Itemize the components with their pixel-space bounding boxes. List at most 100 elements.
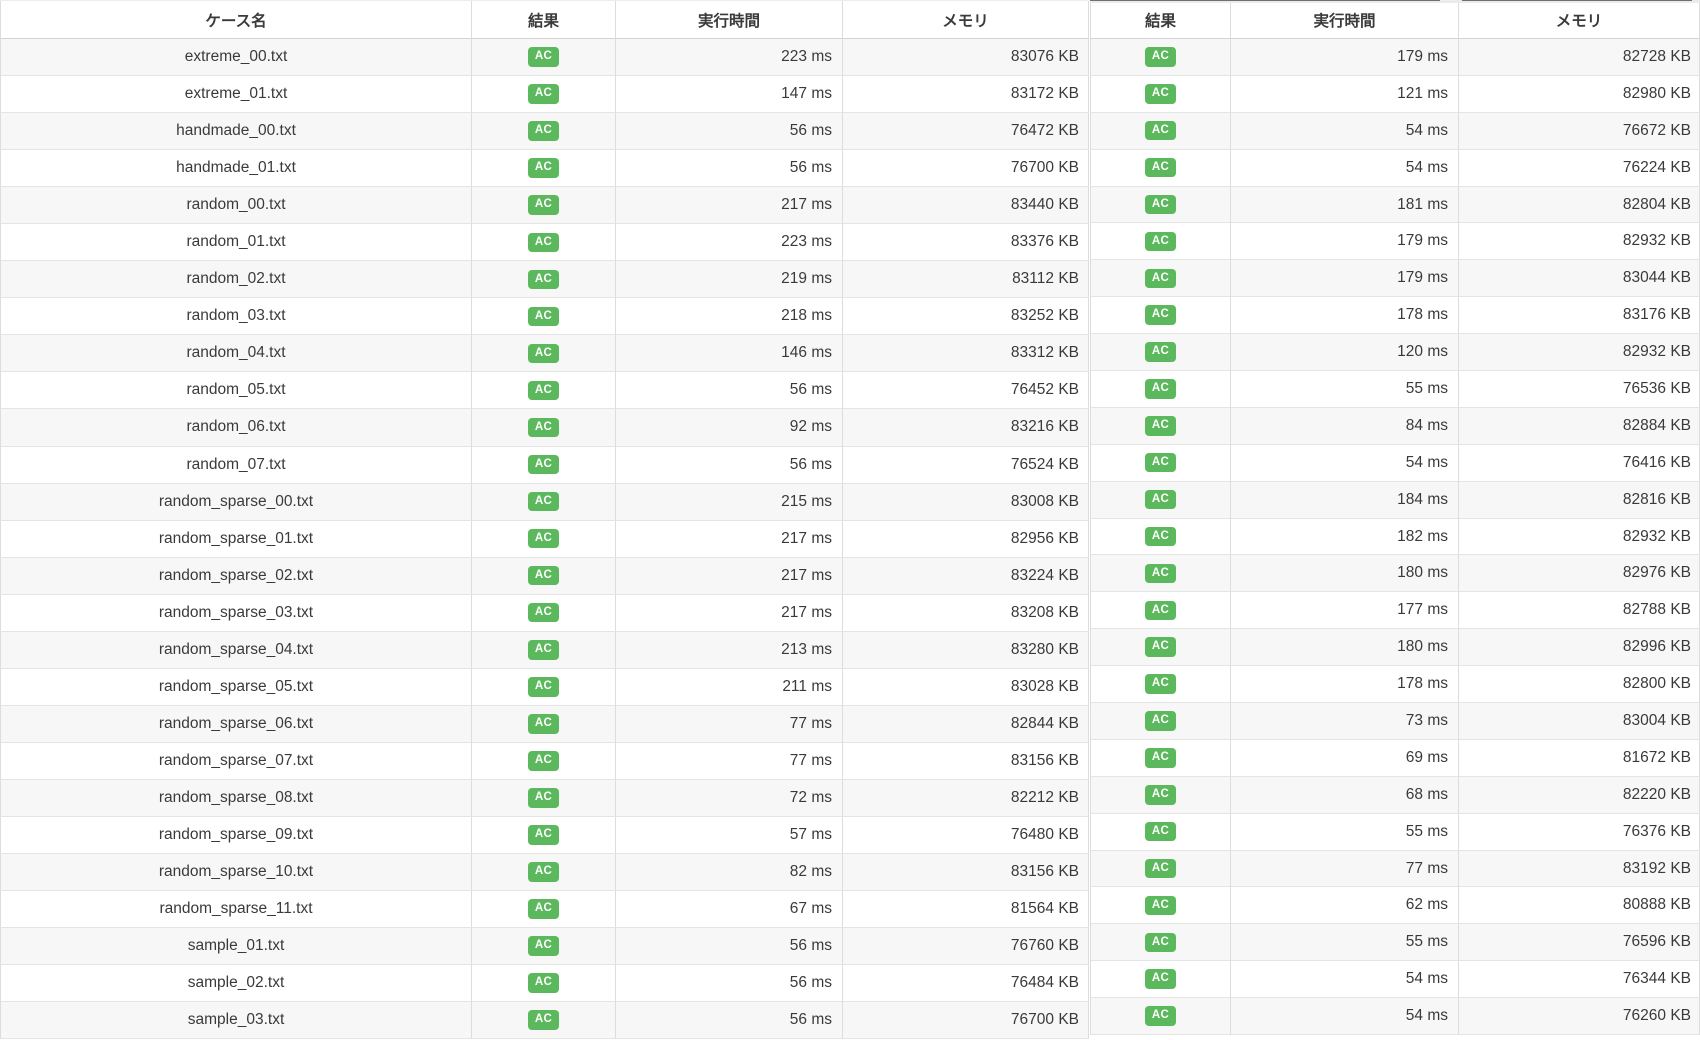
- result-cell: AC: [472, 76, 616, 114]
- status-badge-ac: AC: [527, 47, 560, 67]
- memory-cell: 82980 KB: [1459, 75, 1700, 113]
- left-table-body: extreme_00.txt AC 223 ms 83076 KB extreme_01…: [0, 39, 1089, 1040]
- status-badge-ac: AC: [1144, 821, 1177, 842]
- right-table-row: AC 54 ms 76224 KB: [1090, 149, 1700, 187]
- exec-time-cell: 215 ms: [616, 483, 843, 521]
- status-badge-ac: AC: [1144, 194, 1177, 215]
- right-table-row: AC 120 ms 82932 KB: [1090, 334, 1700, 372]
- right-table-row: AC 184 ms 82816 KB: [1090, 481, 1700, 519]
- case-name-cell: random_sparse_02.txt: [0, 557, 472, 595]
- memory-cell: 83156 KB: [843, 742, 1089, 780]
- memory-cell: 76760 KB: [843, 928, 1089, 966]
- memory-cell: 82884 KB: [1459, 407, 1700, 445]
- result-cell: AC: [1090, 334, 1231, 372]
- memory-cell: 83224 KB: [843, 557, 1089, 595]
- memory-cell: 76700 KB: [843, 150, 1089, 188]
- result-cell: AC: [472, 261, 616, 299]
- exec-time-cell: 219 ms: [616, 261, 843, 299]
- status-badge-ac: AC: [1144, 342, 1177, 362]
- result-cell: AC: [472, 1002, 616, 1040]
- result-cell: AC: [1090, 998, 1231, 1036]
- case-name-cell: random_sparse_06.txt: [0, 705, 472, 743]
- status-badge-ac: AC: [1144, 84, 1177, 104]
- right-table-row: AC 55 ms 76376 KB: [1090, 813, 1700, 851]
- exec-time-cell: 217 ms: [616, 520, 843, 558]
- case-name-cell: sample_01.txt: [0, 928, 472, 966]
- left-table-row: sample_03.txt AC 56 ms 76700 KB: [0, 1002, 1089, 1040]
- result-cell: AC: [472, 520, 616, 558]
- result-cell: AC: [1090, 739, 1231, 777]
- right-table-row: AC 54 ms 76344 KB: [1090, 961, 1700, 999]
- left-table-row: random_sparse_01.txt AC 217 ms 82956 KB: [0, 520, 1089, 558]
- result-cell: AC: [472, 705, 616, 743]
- left-table-row: random_06.txt AC 92 ms 83216 KB: [0, 409, 1089, 447]
- right-table-row: AC 55 ms 76596 KB: [1090, 924, 1700, 962]
- memory-cell: 76700 KB: [843, 1002, 1089, 1040]
- status-badge-ac: AC: [1144, 969, 1177, 989]
- result-cell: AC: [472, 224, 616, 262]
- right-table-row: AC 179 ms 82932 KB: [1090, 223, 1700, 261]
- memory-cell: 83156 KB: [843, 854, 1089, 892]
- right-table-row: AC 84 ms 82884 KB: [1090, 407, 1700, 445]
- result-cell: AC: [472, 39, 616, 77]
- right-table-row: AC 179 ms 82728 KB: [1090, 39, 1700, 76]
- status-badge-ac: AC: [527, 417, 560, 438]
- exec-time-cell: 181 ms: [1231, 186, 1459, 224]
- memory-cell: 83252 KB: [843, 298, 1089, 336]
- left-table-row: handmade_01.txt AC 56 ms 76700 KB: [0, 150, 1089, 188]
- right-table-row: AC 73 ms 83004 KB: [1090, 703, 1700, 740]
- exec-time-cell: 179 ms: [1231, 223, 1459, 261]
- memory-cell: 82728 KB: [1459, 39, 1700, 76]
- left-table-row: random_sparse_02.txt AC 217 ms 83224 KB: [0, 557, 1089, 595]
- left-table-row: random_05.txt AC 56 ms 76452 KB: [0, 372, 1089, 410]
- case-name-cell: random_04.txt: [0, 335, 472, 373]
- memory-cell: 83216 KB: [843, 409, 1089, 447]
- right-table-row: AC 180 ms 82976 KB: [1090, 555, 1700, 593]
- status-badge-ac: AC: [1144, 452, 1177, 473]
- status-badge-ac: AC: [527, 788, 560, 808]
- status-badge-ac: AC: [527, 602, 560, 623]
- status-badge-ac: AC: [1144, 120, 1177, 141]
- exec-time-cell: 72 ms: [616, 779, 843, 817]
- case-name-cell: sample_03.txt: [0, 1002, 472, 1040]
- status-badge-ac: AC: [527, 343, 560, 364]
- result-cell: AC: [1090, 813, 1231, 851]
- case-name-cell: random_07.txt: [0, 446, 472, 484]
- status-badge-ac: AC: [1144, 1006, 1177, 1026]
- result-cell: AC: [1090, 149, 1231, 187]
- exec-time-cell: 56 ms: [616, 372, 843, 410]
- left-table-row: random_sparse_06.txt AC 77 ms 82844 KB: [0, 705, 1089, 743]
- exec-time-cell: 177 ms: [1231, 592, 1459, 630]
- result-cell: AC: [1090, 666, 1231, 704]
- memory-cell: 76524 KB: [843, 446, 1089, 484]
- status-badge-ac: AC: [1144, 416, 1177, 436]
- memory-cell: 83192 KB: [1459, 850, 1700, 888]
- case-name-cell: random_sparse_01.txt: [0, 520, 472, 558]
- memory-cell: 83376 KB: [843, 224, 1089, 262]
- case-name-cell: random_01.txt: [0, 224, 472, 262]
- result-cell: AC: [1090, 703, 1231, 740]
- left-table-row: random_00.txt AC 217 ms 83440 KB: [0, 187, 1089, 225]
- left-table-row: extreme_00.txt AC 223 ms 83076 KB: [0, 39, 1089, 77]
- result-cell: AC: [1090, 297, 1231, 335]
- memory-cell: 82932 KB: [1459, 223, 1700, 261]
- memory-cell: 83208 KB: [843, 594, 1089, 632]
- exec-time-cell: 77 ms: [616, 705, 843, 743]
- exec-time-cell: 217 ms: [616, 187, 843, 225]
- right-table-row: AC 55 ms 76536 KB: [1090, 371, 1700, 408]
- status-badge-ac: AC: [1144, 748, 1177, 768]
- right-table-header-row: 結果 実行時間 メモリ: [1090, 0, 1700, 39]
- right-table-row: AC 54 ms 76260 KB: [1090, 998, 1700, 1036]
- status-badge-ac: AC: [527, 454, 560, 475]
- exec-time-cell: 82 ms: [616, 854, 843, 892]
- left-table-row: sample_01.txt AC 56 ms 76760 KB: [0, 928, 1089, 966]
- result-cell: AC: [1090, 407, 1231, 445]
- status-badge-ac: AC: [527, 121, 560, 141]
- memory-cell: 83176 KB: [1459, 297, 1700, 335]
- result-cell: AC: [472, 854, 616, 892]
- result-cell: AC: [472, 409, 616, 447]
- result-cell: AC: [1090, 112, 1231, 150]
- result-cell: AC: [472, 446, 616, 484]
- right-table-row: AC 177 ms 82788 KB: [1090, 592, 1700, 630]
- exec-time-cell: 217 ms: [616, 594, 843, 632]
